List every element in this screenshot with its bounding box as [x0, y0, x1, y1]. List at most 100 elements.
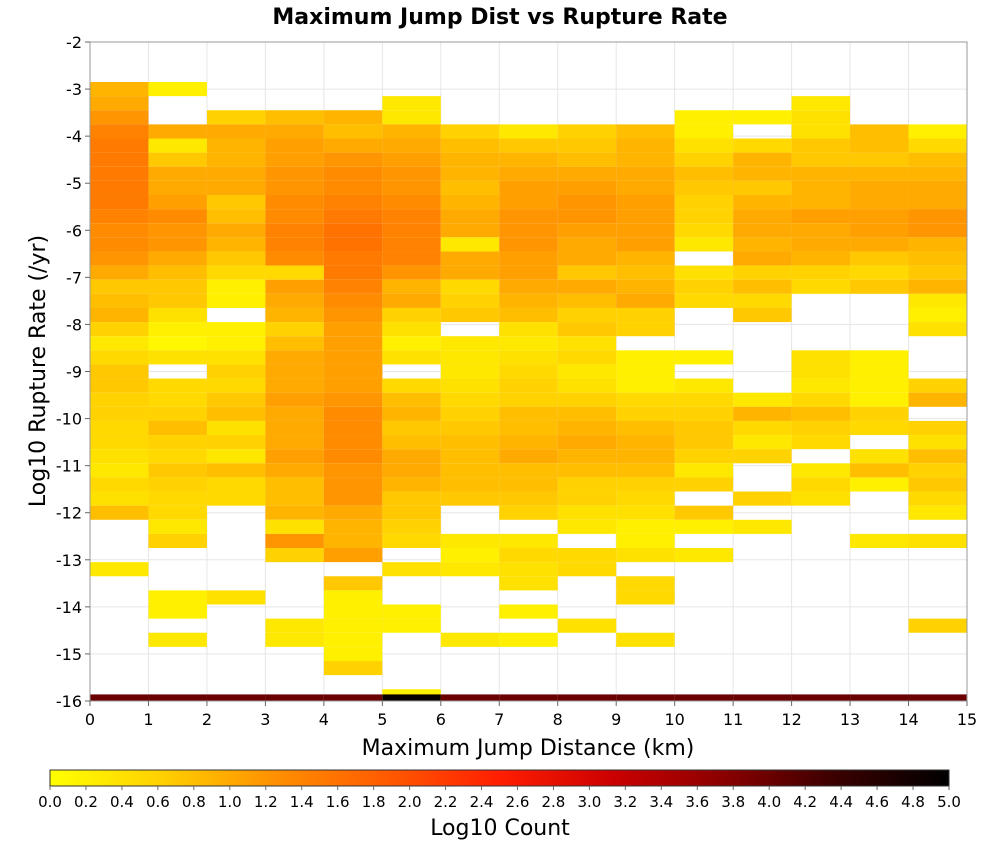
heatmap-cell: [265, 209, 324, 224]
heatmap-cell: [557, 562, 617, 577]
heatmap-cell: [791, 209, 851, 224]
heatmap-cell: [90, 124, 149, 139]
heatmap-cell: [674, 505, 734, 520]
heatmap-cell: [616, 463, 675, 478]
heatmap-cell: [908, 618, 967, 633]
heatmap-cell: [440, 694, 500, 701]
heatmap-cell: [323, 237, 383, 252]
heatmap-cell: [791, 96, 851, 111]
heatmap-cell: [382, 152, 441, 167]
heatmap-cell: [850, 533, 909, 549]
heatmap-cell: [557, 548, 617, 563]
heatmap-cell: [382, 265, 441, 280]
heatmap-cell: [791, 435, 851, 450]
heatmap-cell: [908, 420, 967, 436]
heatmap-cell: [499, 336, 558, 351]
heatmap-cell: [733, 435, 792, 450]
heatmap-cell: [265, 279, 324, 294]
heatmap-cell: [148, 194, 207, 210]
y-tick-label: -5: [66, 174, 82, 193]
heatmap-cell: [908, 209, 967, 224]
heatmap-cell: [90, 406, 149, 421]
y-tick-label: -9: [66, 363, 82, 382]
heatmap-cell: [148, 223, 207, 238]
heatmap-cell: [616, 251, 675, 266]
x-tick-label: 5: [377, 710, 387, 729]
heatmap-cell: [148, 307, 207, 323]
y-tick-label: -3: [66, 80, 82, 99]
y-tick-label: -14: [56, 598, 82, 617]
heatmap-cell: [850, 392, 909, 407]
heatmap-cell: [382, 604, 441, 619]
heatmap-cell: [265, 449, 324, 464]
heatmap-cell: [382, 618, 441, 633]
colorbar-tick-label: 0.0: [38, 793, 62, 811]
heatmap-cell: [616, 449, 675, 464]
heatmap-cell: [850, 350, 909, 365]
heatmap-cell: [908, 694, 967, 701]
heatmap-cell: [674, 110, 734, 125]
heatmap-cell: [148, 449, 207, 464]
heatmap-cell: [265, 364, 324, 379]
heatmap-cell: [908, 307, 967, 323]
heatmap-cell: [908, 505, 967, 520]
heatmap-cell: [791, 477, 851, 492]
heatmap-cell: [557, 420, 617, 436]
heatmap-cell: [674, 138, 734, 153]
heatmap-cell: [908, 251, 967, 266]
heatmap-cell: [733, 251, 792, 266]
heatmap-cell: [908, 265, 967, 280]
heatmap-cell: [440, 406, 500, 421]
x-tick-label: 6: [436, 710, 446, 729]
heatmap-cell: [557, 364, 617, 379]
heatmap-cell: [908, 279, 967, 294]
x-tick-label: 9: [611, 710, 621, 729]
y-tick-label: -10: [56, 410, 82, 429]
heatmap-cell: [382, 519, 441, 534]
colorbar-label: Log10 Count: [430, 816, 570, 841]
heatmap-cell: [382, 463, 441, 478]
heatmap-cell: [908, 237, 967, 252]
y-tick-label: -4: [66, 127, 82, 146]
heatmap-cell: [206, 350, 266, 365]
y-axis-label: Log10 Rupture Rate (/yr): [26, 235, 51, 507]
heatmap-cell: [850, 463, 909, 478]
heatmap-cell: [265, 519, 324, 534]
heatmap-cell: [557, 194, 617, 210]
heatmap-cell: [440, 533, 500, 549]
heatmap-cell: [557, 336, 617, 351]
heatmap-cell: [90, 505, 149, 520]
heatmap-cell: [908, 533, 967, 549]
heatmap-cell: [557, 449, 617, 464]
heatmap-cell: [148, 138, 207, 153]
heatmap-cell: [323, 618, 383, 633]
heatmap-cell: [206, 420, 266, 436]
heatmap-cell: [265, 194, 324, 210]
heatmap-cell: [499, 435, 558, 450]
heatmap-cell: [90, 166, 149, 181]
heatmap-cell: [206, 392, 266, 407]
heatmap-cell: [323, 435, 383, 450]
heatmap-cell: [90, 265, 149, 280]
heatmap-cell: [90, 293, 149, 308]
heatmap-cell: [616, 237, 675, 252]
heatmap-cell: [850, 477, 909, 492]
heatmap-cell: [323, 293, 383, 308]
heatmap-cell: [90, 279, 149, 294]
heatmap-cell: [440, 166, 500, 181]
heatmap-cell: [791, 392, 851, 407]
heatmap-cell: [382, 533, 441, 549]
heatmap-cell: [323, 350, 383, 365]
heatmap-cell: [206, 223, 266, 238]
heatmap-cell: [206, 406, 266, 421]
heatmap-cell: [323, 209, 383, 224]
heatmap-cell: [323, 152, 383, 167]
heatmap-cell: [499, 477, 558, 492]
heatmap-cell: [850, 180, 909, 195]
heatmap-cell: [440, 435, 500, 450]
heatmap-cell: [382, 209, 441, 224]
heatmap-cell: [440, 180, 500, 195]
heatmap-cell: [674, 223, 734, 238]
heatmap-cell: [908, 180, 967, 195]
heatmap-cell: [499, 124, 558, 139]
